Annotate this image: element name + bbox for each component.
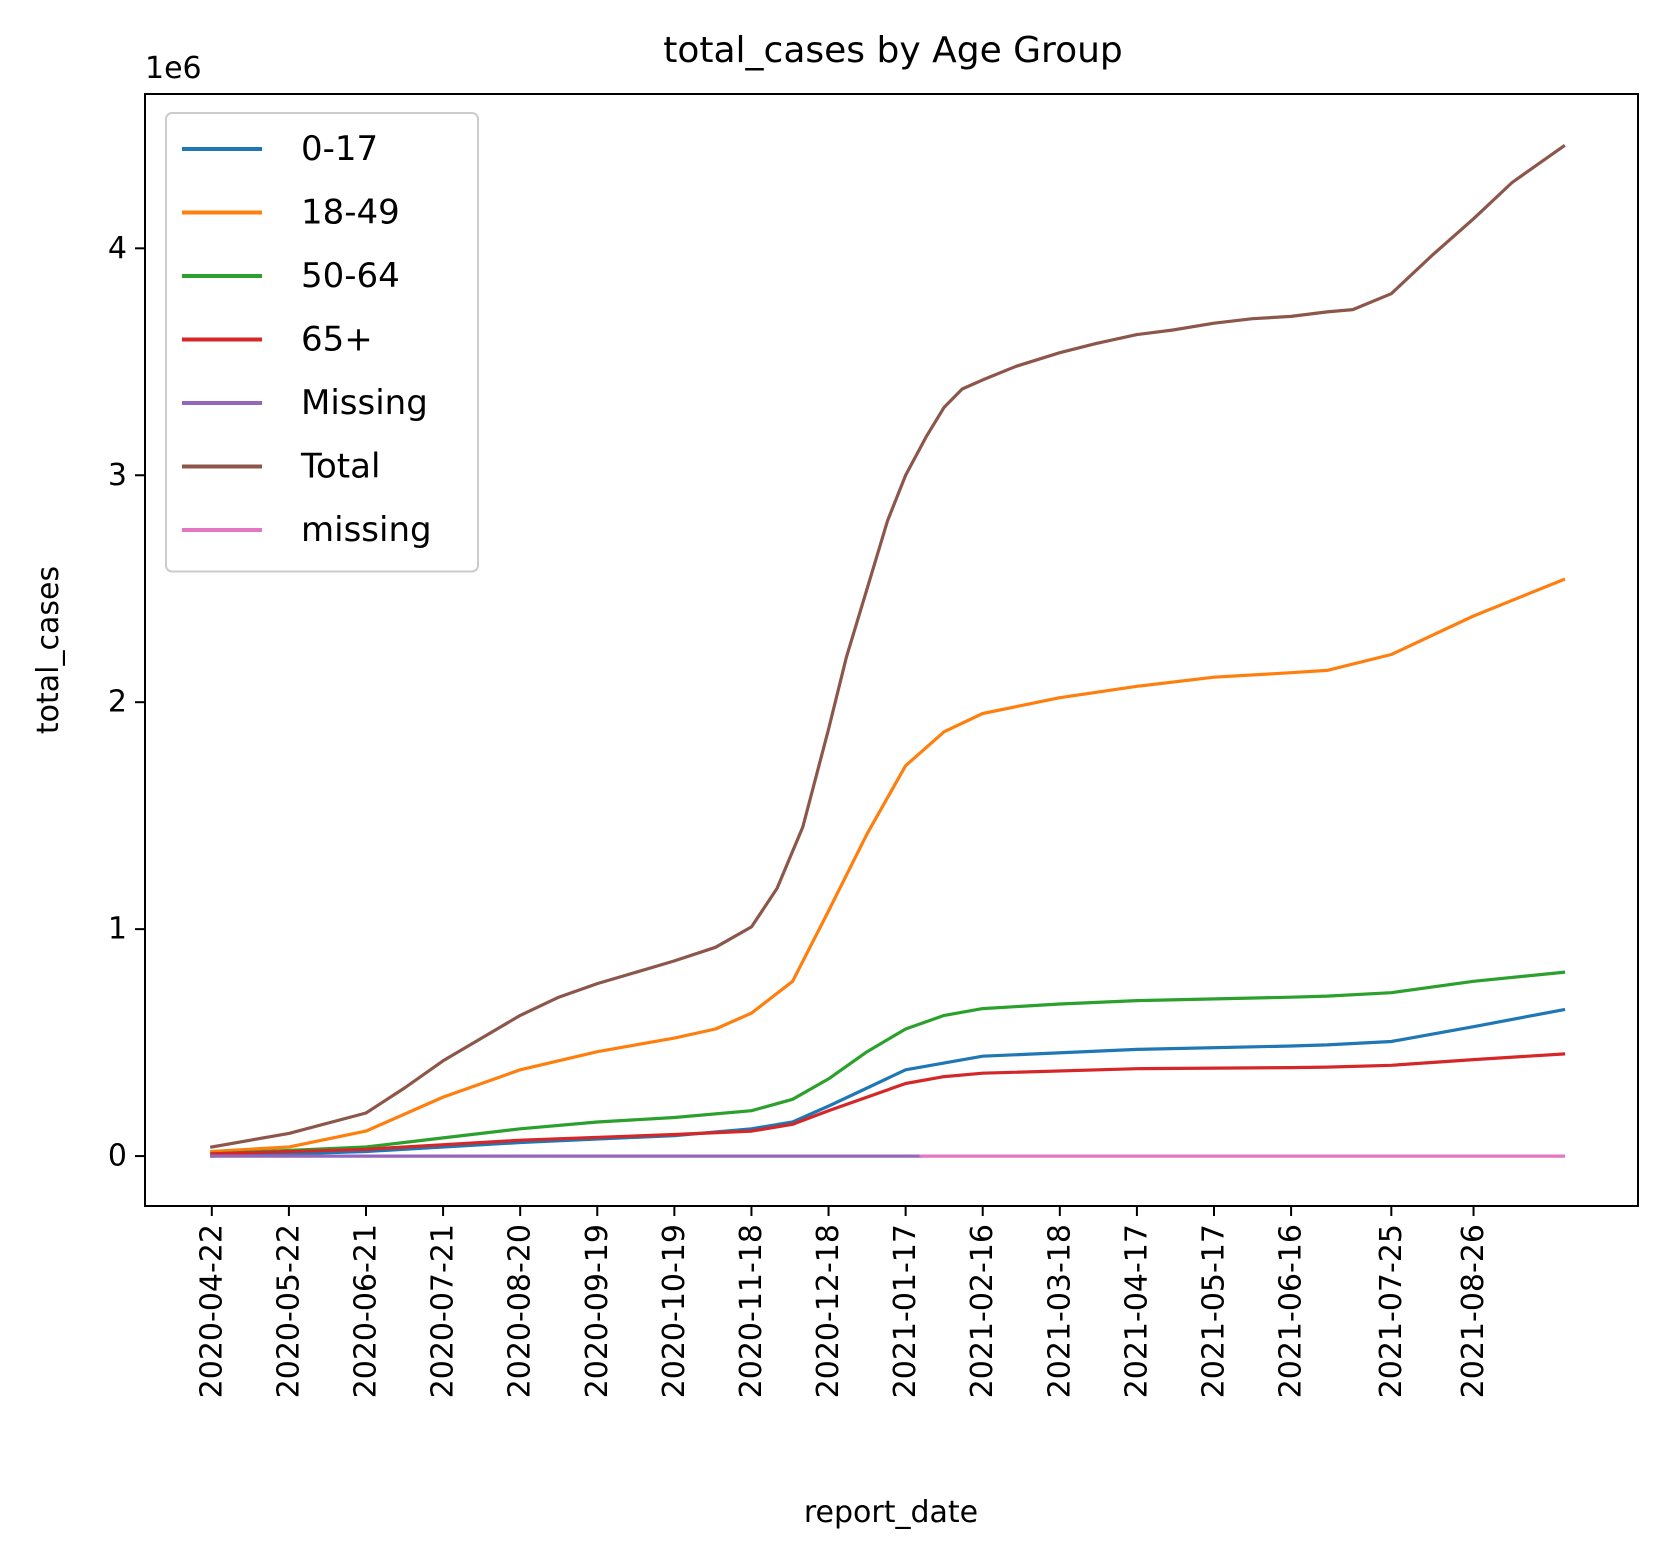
x-tick-label-14: 2021-06-16 [1274,1224,1309,1398]
x-tick-label-13: 2021-05-17 [1197,1224,1232,1398]
x-tick-label-16: 2021-08-26 [1456,1224,1491,1398]
x-tick-label-12: 2021-04-17 [1119,1224,1154,1398]
y-offset-label: 1e6 [145,51,202,86]
x-tick-label-15: 2021-07-25 [1374,1224,1409,1398]
y-axis-title: total_cases [31,566,66,734]
x-tick-label-5: 2020-09-19 [580,1224,615,1398]
x-tick-label-8: 2020-12-18 [811,1224,846,1398]
plot-area-frame [144,93,1639,1207]
x-tick-label-11: 2021-03-18 [1042,1224,1077,1398]
chart-title: total_cases by Age Group [663,30,1123,71]
legend-label-0: 0-17 [301,129,378,169]
x-tick-label-6: 2020-10-19 [657,1224,692,1398]
series-line-1 [210,577,1566,1154]
series-line-2 [210,970,1566,1156]
legend-label-2: 50-64 [301,256,400,296]
y-tick-label-2: 2 [108,685,127,720]
legend-label-5: Total [300,447,380,487]
y-tick-label-3: 3 [108,458,127,493]
x-axis: 2020-04-22 2020-05-22 2020-06-21 2020-07-21… [194,1206,1491,1398]
x-tick-label-9: 2021-01-17 [888,1224,923,1398]
legend-label-1: 18-49 [301,193,400,233]
y-tick-label-1: 1 [108,912,127,947]
series-layer [209,143,1566,1158]
y-tick-label-0: 0 [108,1139,127,1174]
x-tick-label-2: 2020-06-21 [349,1224,384,1398]
series-line-3 [210,1052,1566,1156]
legend-label-3: 65+ [301,320,373,360]
x-tick-label-4: 2020-08-20 [503,1224,538,1398]
x-tick-label-3: 2020-07-21 [426,1224,461,1398]
legend-box [165,112,479,573]
y-tick-label-4: 4 [108,231,127,266]
x-tick-label-7: 2020-11-18 [734,1224,769,1398]
series-line-5 [209,143,1566,1149]
x-tick-label-1: 2020-05-22 [271,1224,306,1398]
x-axis-title: report_date [804,1495,978,1530]
x-tick-label-0: 2020-04-22 [194,1224,229,1398]
legend: 0-17 18-49 50-64 65+ Missing Total missing [165,112,479,573]
legend-label-6: missing [301,510,432,550]
y-axis: 0 1 2 3 4 [108,231,145,1174]
series-line-0 [210,1007,1566,1158]
x-tick-label-10: 2021-02-16 [965,1224,1000,1398]
legend-label-4: Missing [301,383,428,423]
